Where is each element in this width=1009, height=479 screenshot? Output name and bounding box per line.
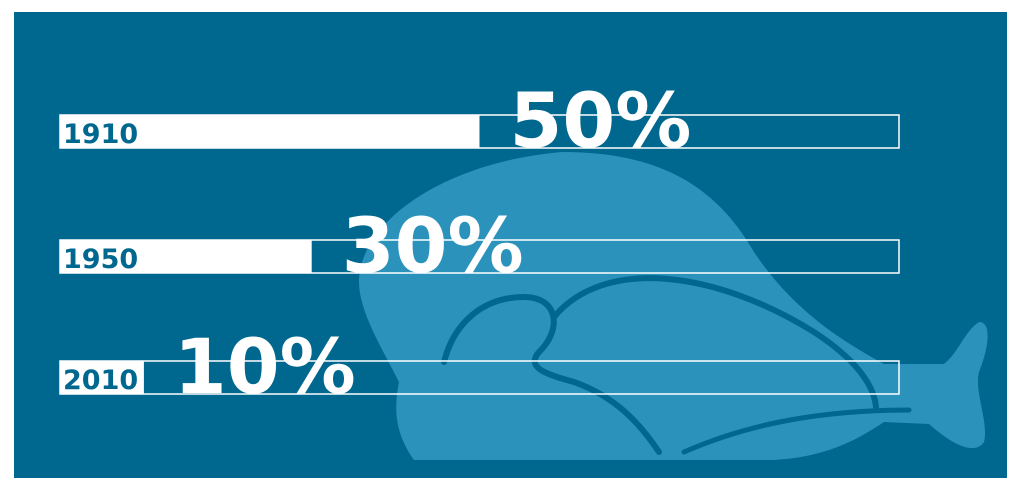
bar-row: 2010 10%	[59, 322, 900, 411]
turkey-rim-outline	[681, 407, 912, 455]
value-label: 30%	[342, 201, 524, 290]
chart-panel: 1910 50% 1950 30% 2010 10%	[14, 12, 1007, 478]
turkey-body	[359, 152, 988, 460]
category-label: 1950	[63, 244, 138, 275]
bar	[60, 361, 144, 394]
bar-chart: 1910 50% 1950 30% 2010 10%	[59, 76, 900, 411]
turkey-leg-outline	[441, 293, 662, 455]
value-label: 50%	[510, 76, 692, 165]
category-label: 1910	[63, 119, 138, 150]
bar	[60, 115, 480, 148]
value-label: 10%	[174, 322, 356, 411]
roast-turkey-icon	[359, 152, 988, 460]
category-label: 2010	[63, 365, 138, 396]
turkey-wing-outline	[551, 275, 879, 410]
bar-row: 1910 50%	[59, 76, 900, 165]
bar	[60, 240, 312, 273]
bar-row: 1950 30%	[59, 201, 900, 290]
